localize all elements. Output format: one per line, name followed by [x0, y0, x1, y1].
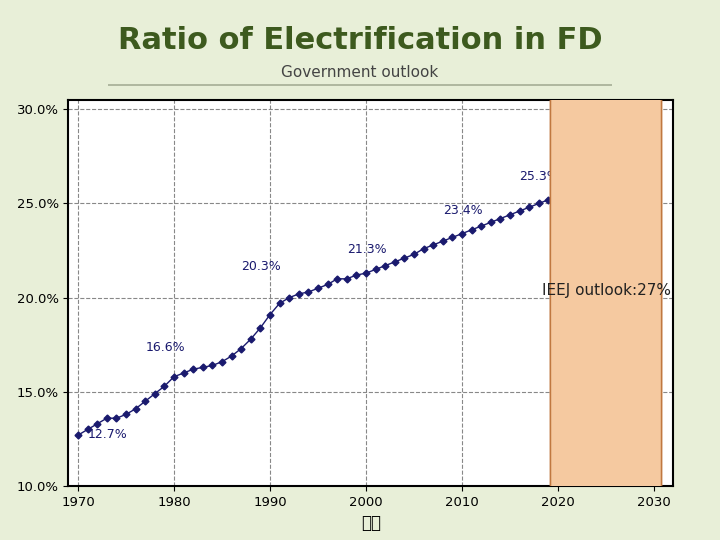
Text: 23.4%: 23.4%: [443, 204, 482, 217]
Text: IEEJ outlook:27%: IEEJ outlook:27%: [541, 282, 670, 298]
Text: 21.3%: 21.3%: [347, 243, 387, 256]
Text: 12.7%: 12.7%: [88, 428, 127, 441]
Text: 25.3%: 25.3%: [520, 170, 559, 183]
Text: 20.3%: 20.3%: [241, 260, 281, 273]
Text: Ratio of Electrification in FD: Ratio of Electrification in FD: [117, 26, 603, 55]
FancyBboxPatch shape: [550, 0, 662, 540]
X-axis label: 年度: 年度: [361, 514, 381, 532]
Text: 26.5%: 26.5%: [616, 149, 655, 162]
Polygon shape: [556, 198, 579, 266]
Text: Government outlook: Government outlook: [282, 65, 438, 80]
Text: 16.6%: 16.6%: [145, 341, 185, 354]
